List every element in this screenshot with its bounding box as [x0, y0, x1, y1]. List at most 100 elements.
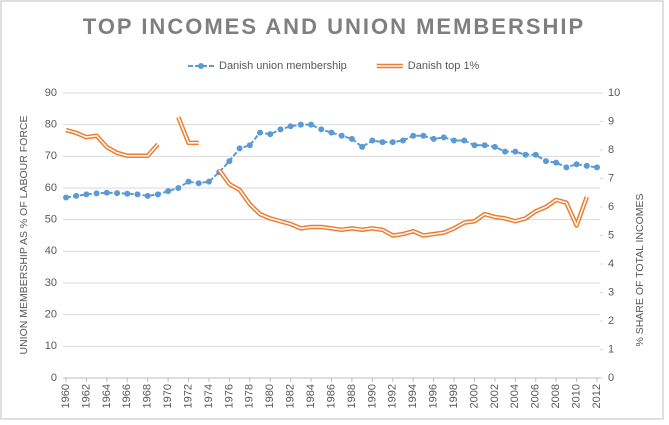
x-tick-label: 2006	[530, 384, 542, 408]
x-tick-label: 1978	[244, 384, 256, 408]
point	[226, 158, 233, 165]
point	[573, 161, 580, 168]
y2-tick-label: 9	[608, 115, 614, 127]
y2-tick-label: 7	[608, 172, 614, 184]
y-tick-label: 50	[45, 214, 57, 226]
y-tick-label: 0	[51, 372, 57, 384]
x-tick-label: 1964	[101, 384, 113, 408]
series-line	[65, 123, 598, 199]
point	[522, 151, 529, 158]
legend-marker	[198, 63, 204, 69]
y2-tick-label: 8	[608, 144, 614, 156]
point	[348, 135, 355, 142]
point	[338, 132, 345, 139]
x-tick-label: 2010	[570, 384, 582, 408]
point	[359, 143, 366, 150]
point	[154, 191, 161, 198]
point	[430, 135, 437, 142]
point	[257, 129, 264, 136]
point	[318, 126, 325, 133]
y-tick-label: 60	[45, 182, 57, 194]
x-tick-label: 2012	[591, 384, 603, 408]
point	[553, 159, 560, 166]
x-tick-label: 1974	[203, 384, 215, 408]
point	[502, 148, 509, 155]
point	[103, 189, 110, 196]
x-tick-label: 2002	[489, 384, 501, 408]
series-line-inner	[65, 116, 588, 237]
y2-tick-label: 0	[608, 372, 614, 384]
point	[379, 139, 386, 146]
point	[277, 126, 284, 133]
point	[236, 145, 243, 152]
point	[308, 121, 315, 128]
point	[563, 164, 570, 171]
point	[165, 188, 172, 195]
y-tick-label: 40	[45, 245, 57, 257]
x-tick-label: 1992	[387, 384, 399, 408]
y2-tick-label: 1	[608, 343, 614, 355]
point	[124, 190, 131, 197]
x-tick-label: 1988	[346, 384, 358, 408]
x-tick-label: 1962	[80, 384, 92, 408]
x-tick-label: 1998	[448, 384, 460, 408]
x-tick-label: 1990	[366, 384, 378, 408]
point	[328, 129, 335, 136]
y2-tick-label: 6	[608, 201, 614, 213]
point	[481, 142, 488, 149]
x-tick-label: 1976	[223, 384, 235, 408]
point	[114, 190, 121, 197]
point	[246, 142, 253, 149]
y2-tick-label: 2	[608, 315, 614, 327]
y2-tick-label: 3	[608, 286, 614, 298]
point	[420, 132, 427, 139]
point	[399, 137, 406, 144]
y2-axis-title: % SHARE OF TOTAL INCOMES	[634, 193, 646, 346]
point	[369, 137, 376, 144]
point	[440, 134, 447, 141]
y2-tick-label: 5	[608, 229, 614, 241]
point	[134, 191, 141, 198]
y-tick-label: 80	[45, 119, 57, 131]
point	[451, 137, 458, 144]
point	[491, 143, 498, 150]
x-tick-label: 1970	[162, 384, 174, 408]
x-tick-label: 1984	[305, 384, 317, 408]
point	[175, 185, 182, 191]
point	[594, 164, 600, 171]
legend-label: Danish top 1%	[408, 60, 480, 72]
x-tick-label: 1968	[142, 384, 154, 408]
point	[532, 151, 539, 158]
y-tick-label: 20	[45, 309, 57, 321]
point	[297, 121, 304, 128]
y2-tick-label: 10	[608, 87, 620, 99]
x-tick-label: 2000	[468, 384, 480, 408]
point	[185, 178, 192, 185]
y-axis-title: UNION MEMBERSHIP AS % OF LABOUR FORCE	[18, 115, 30, 354]
point	[583, 162, 590, 169]
x-tick-label: 1980	[264, 384, 276, 408]
x-tick-label: 1982	[285, 384, 297, 408]
point	[73, 192, 80, 199]
legend-label: Danish union membership	[219, 60, 347, 72]
y-tick-label: 70	[45, 150, 57, 162]
point	[287, 123, 294, 130]
point	[63, 194, 69, 201]
point	[410, 132, 417, 139]
point	[205, 178, 212, 185]
y-tick-label: 10	[45, 340, 57, 352]
x-tick-label: 1986	[325, 384, 337, 408]
x-tick-label: 1996	[428, 384, 440, 408]
point	[93, 190, 100, 197]
x-tick-label: 1960	[60, 384, 72, 408]
point	[389, 139, 396, 146]
point	[144, 192, 151, 199]
x-tick-label: 1994	[407, 384, 419, 408]
x-tick-label: 1966	[121, 384, 133, 408]
point	[267, 131, 274, 138]
point	[542, 158, 549, 165]
y2-tick-label: 4	[608, 258, 614, 270]
point	[471, 142, 478, 149]
x-tick-label: 2008	[550, 384, 562, 408]
